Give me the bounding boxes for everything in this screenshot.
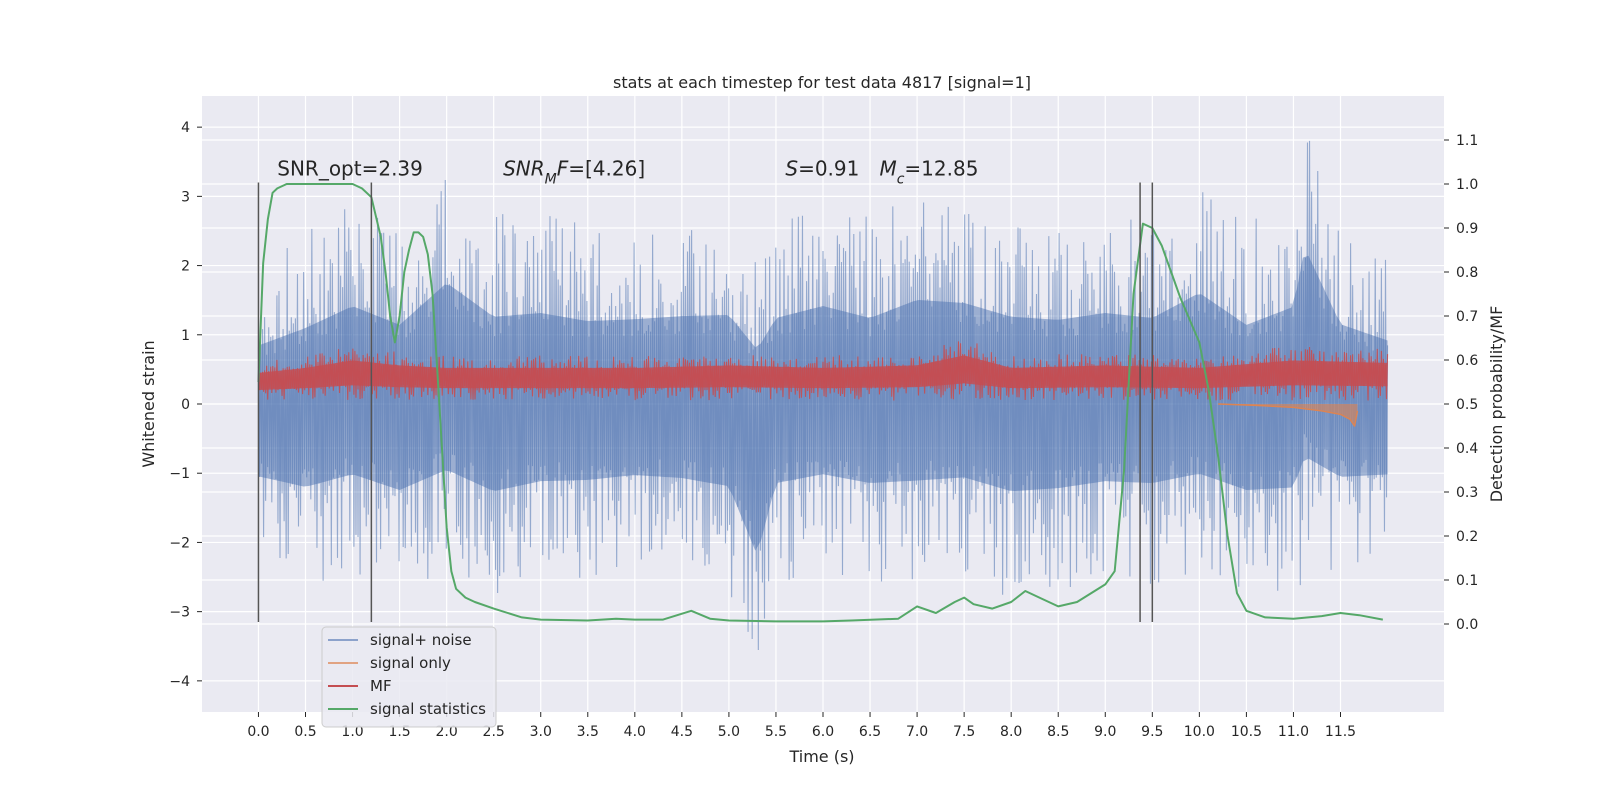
y-left-tick-label-2: −2: [169, 535, 190, 551]
y-right-tick-label-4: 0.4: [1456, 441, 1478, 457]
legend-label-0: signal+ noise: [370, 631, 472, 649]
series-signal-noise-band: [258, 255, 1388, 551]
x-tick-label-7: 3.5: [577, 724, 599, 740]
series-signal-statistics: [257, 183, 1384, 623]
y-axis-right: 0.0 0.1 0.2 0.3 0.4 0.5 0.6 0.7 0.8 0.9 1.0 1.1: [1444, 133, 1478, 633]
y-axis-right-label: Detection probability/MF: [1487, 306, 1506, 503]
y-right-tick-label-3: 0.3: [1456, 485, 1478, 501]
annotation-0: SNR_opt=2.39: [277, 157, 423, 181]
legend-label-1: signal only: [370, 654, 451, 672]
series-mf-band: [258, 355, 1388, 391]
x-tick-label-17: 8.5: [1047, 724, 1069, 740]
x-tick-label-12: 6.0: [812, 724, 834, 740]
x-tick-label-14: 7.0: [906, 724, 928, 740]
x-tick-label-16: 8.0: [1000, 724, 1022, 740]
y-right-tick-label-2: 0.2: [1456, 529, 1478, 545]
x-tick-label-5: 2.5: [483, 724, 505, 740]
series-signal-only-fill: [1218, 404, 1358, 427]
x-tick-label-1: 0.5: [294, 724, 316, 740]
x-tick-label-3: 1.5: [388, 724, 410, 740]
x-tick-label-22: 11.0: [1278, 724, 1309, 740]
y-left-tick-label-5: 1: [181, 328, 190, 344]
y-right-tick-label-11: 1.1: [1456, 133, 1478, 149]
x-tick-label-18: 9.0: [1094, 724, 1116, 740]
chart-title: stats at each timestep for test data 481…: [613, 73, 1031, 92]
vertical-markers: [257, 182, 1154, 623]
legend: signal+ noise signal only MF signal statist…: [321, 626, 497, 728]
y-right-tick-label-7: 0.7: [1456, 309, 1478, 325]
y-left-tick-label-6: 2: [181, 259, 190, 275]
line-series: [257, 183, 1384, 623]
legend-label-3: signal statistics: [370, 700, 486, 718]
x-tick-label-9: 4.5: [671, 724, 693, 740]
y-left-tick-label-1: −3: [169, 605, 190, 621]
y-right-tick-label-0: 0.0: [1456, 617, 1478, 633]
x-tick-label-20: 10.0: [1184, 724, 1215, 740]
y-right-tick-label-1: 0.1: [1456, 573, 1478, 589]
x-tick-label-10: 5.0: [718, 724, 740, 740]
x-tick-label-6: 3.0: [530, 724, 552, 740]
y-left-tick-label-8: 4: [181, 120, 190, 136]
y-axis-left: −4 −3 −2 −1 0 1 2 3 4: [169, 120, 202, 690]
x-tick-label-15: 7.5: [953, 724, 975, 740]
annotation-1: SNRMF=[4.26]: [503, 157, 645, 188]
x-tick-label-11: 5.5: [765, 724, 787, 740]
annotation-3: Mc=12.85: [879, 157, 978, 188]
x-tick-label-19: 9.5: [1141, 724, 1163, 740]
y-left-tick-label-3: −1: [169, 466, 190, 482]
x-axis: 0.0 0.5 1.0 1.5 2.0 2.5 3.0 3.5 4.0 4.5 5.0 5.5 6.0 6…: [247, 712, 1356, 740]
annotations: SNR_opt=2.39 SNRMF=[4.26] S=0.91 Mc=12.85: [277, 157, 978, 188]
x-tick-label-4: 2.0: [436, 724, 458, 740]
y-right-tick-label-6: 0.6: [1456, 353, 1478, 369]
y-left-tick-label-0: −4: [169, 674, 190, 690]
x-tick-label-21: 10.5: [1231, 724, 1262, 740]
y-right-tick-label-8: 0.8: [1456, 265, 1478, 281]
y-right-tick-label-10: 1.0: [1456, 177, 1478, 193]
y-axis-left-label: Whitened strain: [139, 340, 158, 467]
x-axis-label: Time (s): [788, 747, 854, 766]
x-tick-label-13: 6.5: [859, 724, 881, 740]
legend-label-2: MF: [370, 677, 392, 695]
annotation-2: S=0.91: [785, 157, 859, 181]
x-tick-label-23: 11.5: [1325, 724, 1356, 740]
x-tick-label-2: 1.0: [341, 724, 363, 740]
y-left-tick-label-7: 3: [181, 189, 190, 205]
y-left-tick-label-4: 0: [181, 397, 190, 413]
y-right-tick-label-5: 0.5: [1456, 397, 1478, 413]
noise-series: [257, 140, 1389, 650]
x-tick-label-0: 0.0: [247, 724, 269, 740]
y-right-tick-label-9: 0.9: [1456, 221, 1478, 237]
legend-box: [321, 626, 497, 728]
x-tick-label-8: 4.0: [624, 724, 646, 740]
